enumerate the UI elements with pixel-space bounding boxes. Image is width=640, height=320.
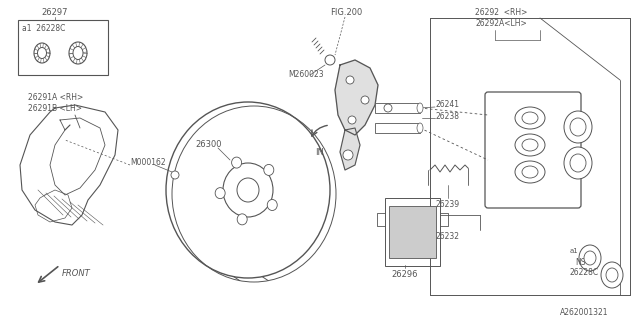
Text: 26292  <RH>: 26292 <RH> — [475, 8, 527, 17]
Text: 26297: 26297 — [42, 8, 68, 17]
Ellipse shape — [223, 163, 273, 217]
Bar — [375, 103, 420, 113]
Ellipse shape — [522, 166, 538, 178]
Circle shape — [346, 76, 354, 84]
Text: 26232: 26232 — [435, 232, 459, 241]
Polygon shape — [340, 128, 360, 170]
Bar — [18, 20, 108, 75]
Text: A262001321: A262001321 — [560, 308, 609, 317]
Ellipse shape — [579, 245, 601, 271]
Ellipse shape — [69, 42, 87, 64]
Ellipse shape — [417, 103, 423, 113]
Ellipse shape — [215, 188, 225, 199]
Circle shape — [384, 104, 392, 112]
Text: a1: a1 — [570, 248, 579, 254]
Text: 26239: 26239 — [435, 200, 459, 209]
Ellipse shape — [237, 214, 247, 225]
Ellipse shape — [570, 118, 586, 136]
Text: 26300: 26300 — [195, 140, 221, 149]
Ellipse shape — [38, 47, 47, 59]
FancyBboxPatch shape — [485, 92, 581, 208]
Ellipse shape — [264, 164, 274, 175]
Ellipse shape — [515, 161, 545, 183]
Circle shape — [171, 171, 179, 179]
Text: IN: IN — [315, 148, 324, 157]
Text: 26241: 26241 — [435, 100, 459, 109]
Ellipse shape — [417, 123, 423, 133]
Text: 26292A<LH>: 26292A<LH> — [475, 19, 527, 28]
Ellipse shape — [232, 157, 242, 168]
Ellipse shape — [522, 139, 538, 151]
Circle shape — [348, 116, 356, 124]
Circle shape — [343, 150, 353, 160]
Text: 26238: 26238 — [435, 112, 459, 121]
Circle shape — [361, 96, 369, 104]
Text: 26228C: 26228C — [570, 268, 599, 277]
Text: M000162: M000162 — [130, 158, 166, 167]
Ellipse shape — [570, 154, 586, 172]
Text: FIG.200: FIG.200 — [330, 8, 362, 17]
Ellipse shape — [268, 199, 277, 211]
Ellipse shape — [584, 251, 596, 265]
Ellipse shape — [34, 43, 50, 63]
Text: 26291A <RH>: 26291A <RH> — [28, 93, 83, 102]
Text: FRONT: FRONT — [62, 269, 91, 278]
Ellipse shape — [606, 268, 618, 282]
Ellipse shape — [564, 111, 592, 143]
Ellipse shape — [73, 46, 83, 60]
Ellipse shape — [515, 107, 545, 129]
Ellipse shape — [564, 147, 592, 179]
Text: 26291B <LH>: 26291B <LH> — [28, 104, 82, 113]
Text: NS: NS — [575, 258, 586, 267]
Text: 26296: 26296 — [392, 270, 419, 279]
Ellipse shape — [601, 262, 623, 288]
Ellipse shape — [237, 178, 259, 202]
Ellipse shape — [166, 102, 330, 278]
Bar — [389, 206, 436, 258]
Text: M260023: M260023 — [288, 70, 324, 79]
Bar — [385, 198, 440, 266]
Circle shape — [325, 55, 335, 65]
Ellipse shape — [515, 134, 545, 156]
Text: a1  26228C: a1 26228C — [22, 24, 65, 33]
Polygon shape — [335, 60, 378, 135]
Ellipse shape — [522, 112, 538, 124]
Bar — [375, 123, 420, 133]
